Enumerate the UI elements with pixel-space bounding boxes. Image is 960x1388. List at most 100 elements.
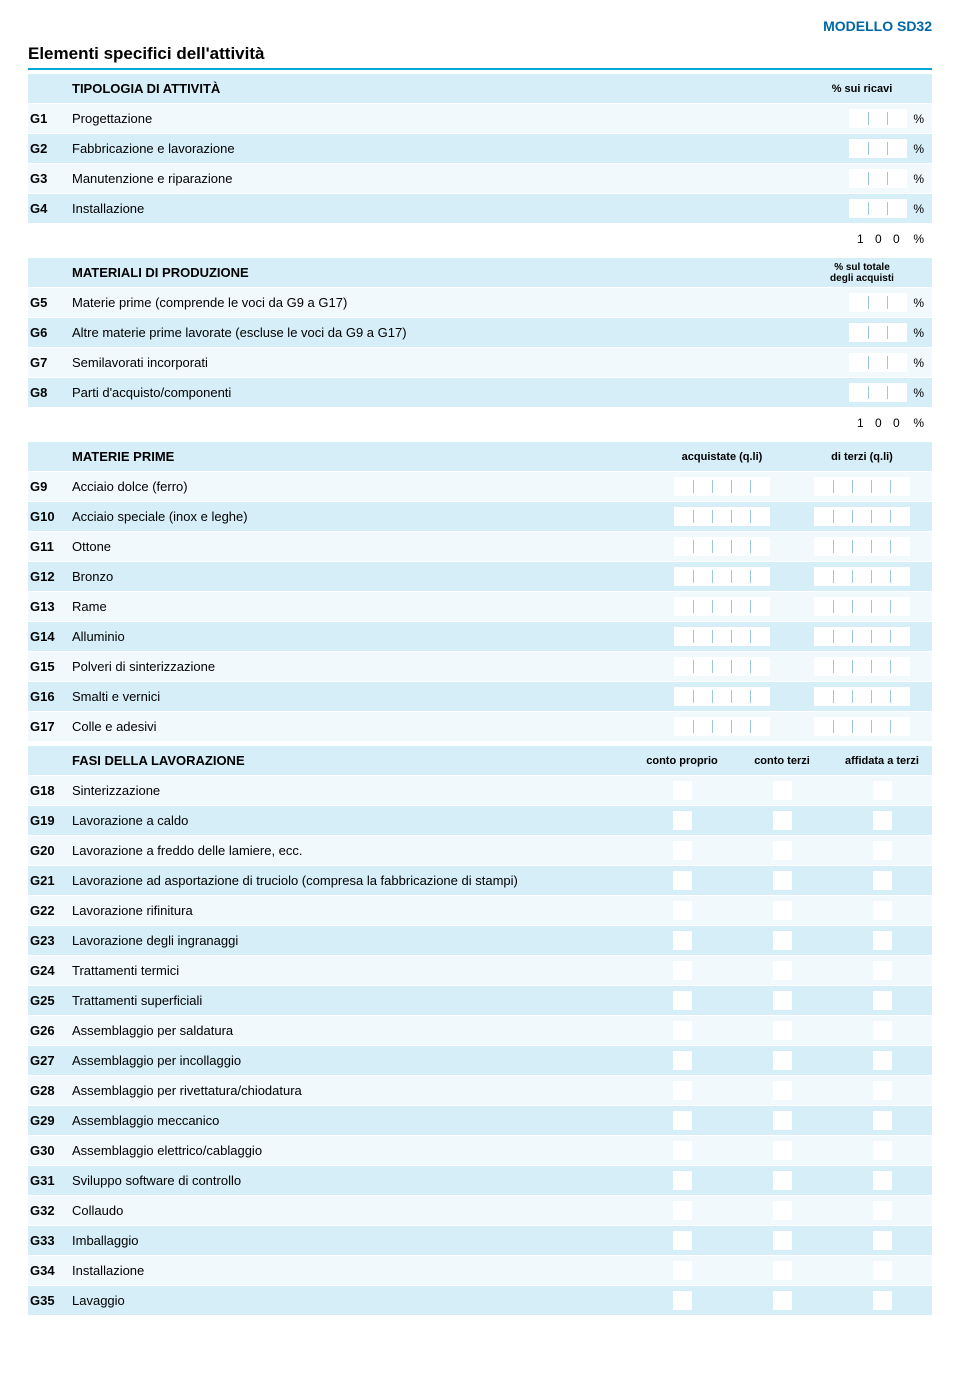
checkbox-conto-proprio[interactable] [673,1111,692,1130]
checkbox-conto-proprio[interactable] [673,1231,692,1250]
checkbox-conto-terzi[interactable] [773,1291,792,1310]
qty-input-acquistate[interactable] [674,507,770,526]
checkbox-conto-terzi[interactable] [773,1141,792,1160]
qty-input-terzi[interactable] [814,717,910,736]
checkbox-conto-terzi[interactable] [773,871,792,890]
checkbox-affidata-terzi[interactable] [873,1231,892,1250]
row-code: G15 [28,659,70,674]
checkbox-affidata-terzi[interactable] [873,1261,892,1280]
checkbox-affidata-terzi[interactable] [873,901,892,920]
checkbox-conto-proprio[interactable] [673,931,692,950]
section-materie-prime: MATERIE PRIME acquistate (q.li) di terzi… [28,442,932,742]
checkbox-conto-proprio[interactable] [673,1261,692,1280]
checkbox-affidata-terzi[interactable] [873,811,892,830]
checkbox-conto-proprio[interactable] [673,1291,692,1310]
form-row: G33Imballaggio [28,1226,932,1256]
checkbox-conto-proprio[interactable] [673,871,692,890]
qty-input-terzi[interactable] [814,477,910,496]
checkbox-conto-terzi[interactable] [773,781,792,800]
qty-input-terzi[interactable] [814,657,910,676]
checkbox-conto-proprio[interactable] [673,1051,692,1070]
checkbox-affidata-terzi[interactable] [873,1021,892,1040]
form-row: G28Assemblaggio per rivettatura/chiodatu… [28,1076,932,1106]
qty-input-acquistate[interactable] [674,657,770,676]
checkbox-conto-terzi[interactable] [773,1171,792,1190]
checkbox-affidata-terzi[interactable] [873,1051,892,1070]
col-header: % sui ricavi [792,83,932,95]
qty-input-acquistate[interactable] [674,717,770,736]
checkbox-affidata-terzi[interactable] [873,991,892,1010]
percent-input[interactable] [849,199,907,218]
row-label: Lavorazione ad asportazione di truciolo … [70,873,632,888]
checkbox-conto-proprio[interactable] [673,1201,692,1220]
percent-input[interactable] [849,169,907,188]
qty-input-acquistate[interactable] [674,537,770,556]
checkbox-conto-terzi[interactable] [773,901,792,920]
checkbox-conto-proprio[interactable] [673,1141,692,1160]
percent-input[interactable] [849,383,907,402]
form-row: G15Polveri di sinterizzazione [28,652,932,682]
form-row: G35Lavaggio [28,1286,932,1316]
qty-input-acquistate[interactable] [674,627,770,646]
checkbox-conto-proprio[interactable] [673,811,692,830]
checkbox-conto-terzi[interactable] [773,1111,792,1130]
checkbox-conto-proprio[interactable] [673,1081,692,1100]
form-row: G9Acciaio dolce (ferro) [28,472,932,502]
checkbox-conto-terzi[interactable] [773,961,792,980]
checkbox-affidata-terzi[interactable] [873,961,892,980]
checkbox-conto-proprio[interactable] [673,1171,692,1190]
form-row: G3Manutenzione e riparazione% [28,164,932,194]
checkbox-affidata-terzi[interactable] [873,1081,892,1100]
checkbox-affidata-terzi[interactable] [873,1141,892,1160]
checkbox-affidata-terzi[interactable] [873,1171,892,1190]
checkbox-conto-proprio[interactable] [673,961,692,980]
qty-input-terzi[interactable] [814,537,910,556]
checkbox-conto-proprio[interactable] [673,991,692,1010]
qty-input-terzi[interactable] [814,627,910,646]
checkbox-conto-terzi[interactable] [773,991,792,1010]
qty-input-acquistate[interactable] [674,597,770,616]
checkbox-conto-terzi[interactable] [773,1081,792,1100]
section-heading: FASI DELLA LAVORAZIONE [70,753,632,768]
qty-input-acquistate[interactable] [674,687,770,706]
form-row: G31Sviluppo software di controllo [28,1166,932,1196]
checkbox-conto-terzi[interactable] [773,1021,792,1040]
qty-input-terzi[interactable] [814,507,910,526]
checkbox-affidata-terzi[interactable] [873,931,892,950]
percent-input[interactable] [849,293,907,312]
checkbox-conto-terzi[interactable] [773,811,792,830]
row-code: G16 [28,689,70,704]
sum-row: 1 0 0 % [28,408,932,438]
checkbox-conto-proprio[interactable] [673,781,692,800]
qty-input-terzi[interactable] [814,687,910,706]
qty-input-terzi[interactable] [814,567,910,586]
checkbox-conto-terzi[interactable] [773,841,792,860]
percent-input[interactable] [849,109,907,128]
checkbox-affidata-terzi[interactable] [873,841,892,860]
checkbox-conto-proprio[interactable] [673,841,692,860]
row-label: Acciaio dolce (ferro) [70,479,652,494]
row-code: G5 [28,295,70,310]
percent-input[interactable] [849,353,907,372]
checkbox-affidata-terzi[interactable] [873,1201,892,1220]
checkbox-affidata-terzi[interactable] [873,1291,892,1310]
row-code: G18 [28,783,70,798]
checkbox-conto-proprio[interactable] [673,901,692,920]
checkbox-conto-terzi[interactable] [773,1051,792,1070]
checkbox-conto-terzi[interactable] [773,931,792,950]
checkbox-affidata-terzi[interactable] [873,871,892,890]
qty-input-acquistate[interactable] [674,567,770,586]
checkbox-conto-proprio[interactable] [673,1021,692,1040]
percent-input[interactable] [849,139,907,158]
checkbox-affidata-terzi[interactable] [873,781,892,800]
row-label: Alluminio [70,629,652,644]
percent-input[interactable] [849,323,907,342]
percent-sign: % [913,326,924,340]
qty-input-acquistate[interactable] [674,477,770,496]
checkbox-conto-terzi[interactable] [773,1261,792,1280]
heading-row: FASI DELLA LAVORAZIONE conto proprio con… [28,746,932,776]
checkbox-affidata-terzi[interactable] [873,1111,892,1130]
checkbox-conto-terzi[interactable] [773,1231,792,1250]
checkbox-conto-terzi[interactable] [773,1201,792,1220]
qty-input-terzi[interactable] [814,597,910,616]
